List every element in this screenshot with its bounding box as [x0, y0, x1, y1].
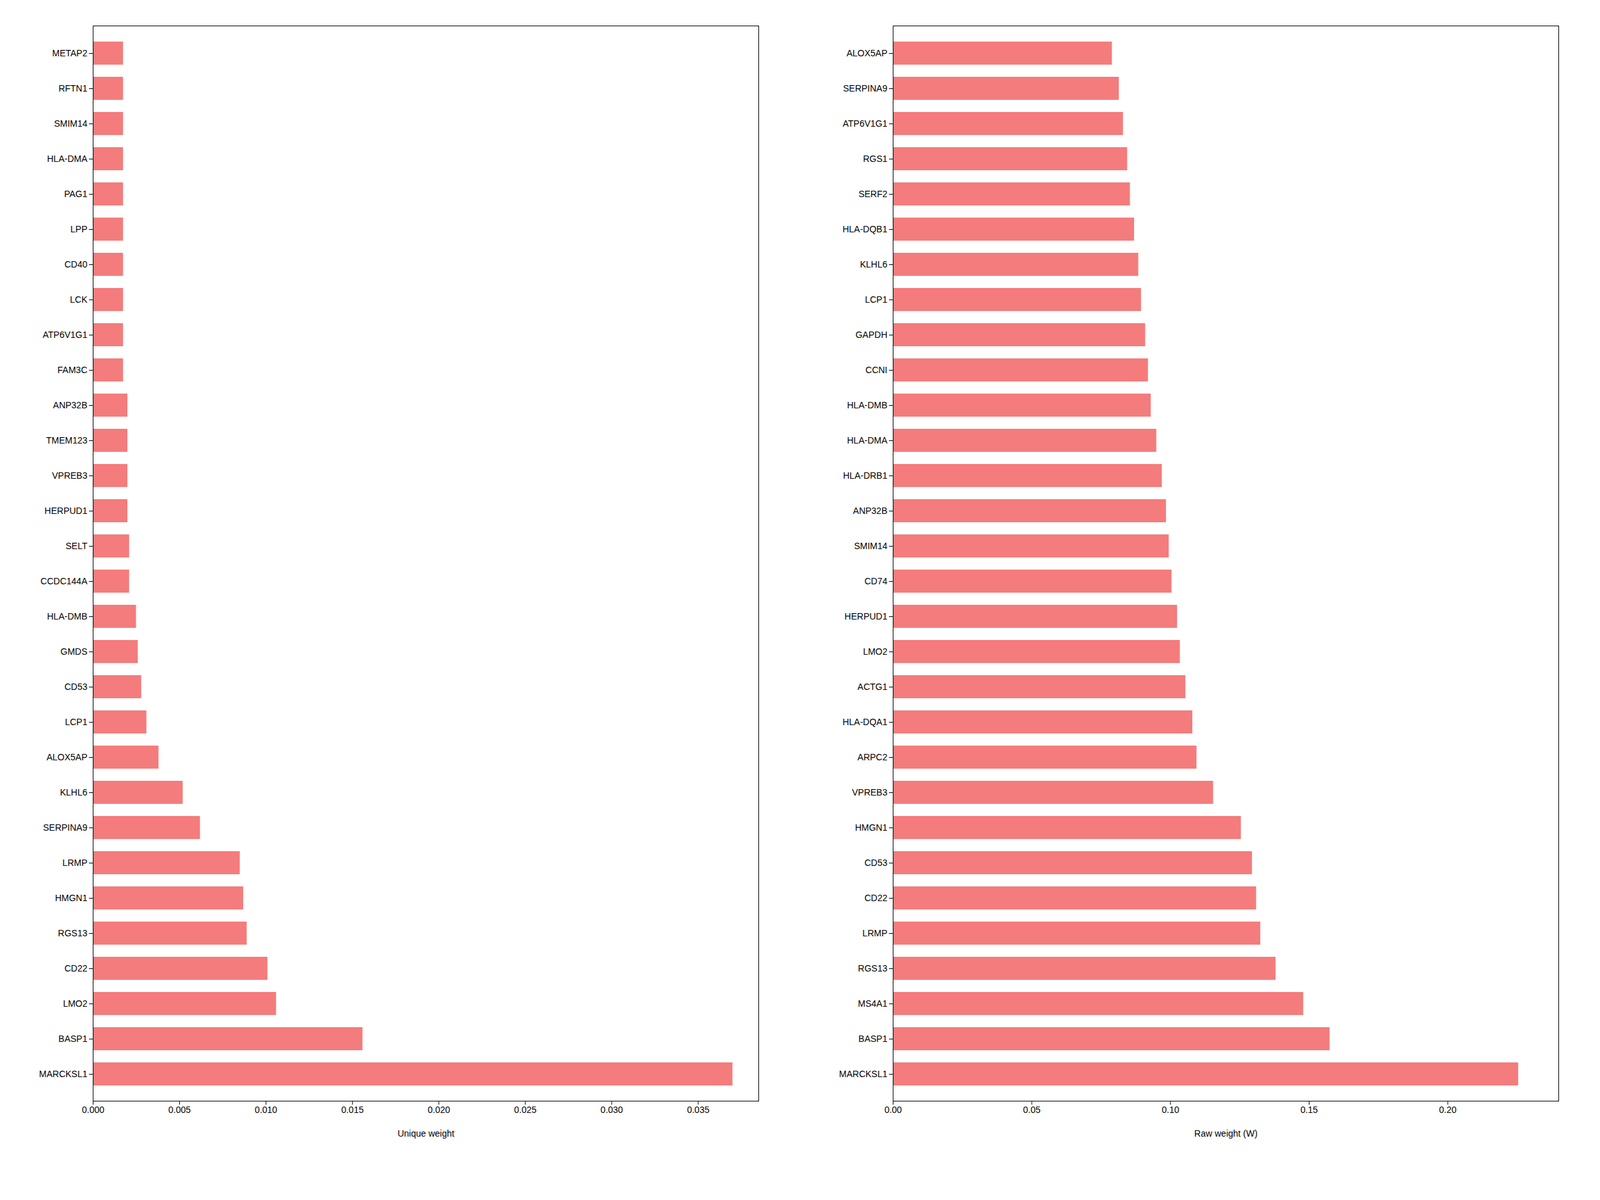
- svg-text:VPREB3: VPREB3: [51, 470, 88, 481]
- svg-text:CCNI: CCNI: [865, 364, 888, 376]
- svg-text:CCDC144A: CCDC144A: [40, 576, 88, 587]
- svg-text:0.000: 0.000: [81, 1104, 105, 1115]
- svg-text:0.20: 0.20: [1439, 1104, 1457, 1115]
- svg-text:ATP6V1G1: ATP6V1G1: [42, 329, 88, 340]
- svg-text:0.030: 0.030: [600, 1104, 623, 1115]
- svg-text:HMGN1: HMGN1: [855, 822, 888, 833]
- svg-text:LMO2: LMO2: [62, 998, 88, 1009]
- svg-text:VPREB3: VPREB3: [851, 787, 888, 798]
- svg-text:CD53: CD53: [64, 681, 88, 692]
- svg-text:ALOX5AP: ALOX5AP: [46, 752, 88, 763]
- svg-text:CD22: CD22: [64, 963, 88, 974]
- svg-text:ALOX5AP: ALOX5AP: [846, 48, 888, 59]
- svg-text:CD22: CD22: [864, 892, 888, 904]
- svg-text:HLA-DQB1: HLA-DQB1: [842, 224, 888, 235]
- svg-text:0.05: 0.05: [1023, 1104, 1041, 1115]
- svg-text:ANP32B: ANP32B: [53, 400, 88, 411]
- svg-text:PAG1: PAG1: [64, 188, 88, 200]
- svg-text:0.020: 0.020: [427, 1104, 450, 1115]
- svg-text:HLA-DRB1: HLA-DRB1: [842, 470, 888, 481]
- svg-text:0.015: 0.015: [341, 1104, 364, 1115]
- svg-text:HLA-DMA: HLA-DMA: [46, 153, 88, 164]
- svg-text:MS4A1: MS4A1: [858, 998, 888, 1009]
- svg-text:SMIM14: SMIM14: [53, 118, 88, 129]
- svg-text:CD74: CD74: [864, 576, 888, 587]
- svg-text:TMEM123: TMEM123: [46, 435, 88, 446]
- svg-text:HLA-DMB: HLA-DMB: [46, 611, 88, 622]
- svg-text:ANP32B: ANP32B: [853, 505, 888, 516]
- svg-text:ATP6V1G1: ATP6V1G1: [842, 118, 888, 129]
- svg-text:KLHL6: KLHL6: [60, 787, 88, 798]
- svg-text:HLA-DQA1: HLA-DQA1: [842, 716, 888, 728]
- svg-text:LRMP: LRMP: [862, 928, 888, 939]
- svg-text:MARCKSL1: MARCKSL1: [839, 1068, 888, 1080]
- svg-text:LPP: LPP: [70, 224, 88, 235]
- svg-text:HLA-DMA: HLA-DMA: [846, 435, 888, 446]
- svg-text:0.15: 0.15: [1300, 1104, 1318, 1115]
- svg-text:HERPUD1: HERPUD1: [844, 611, 888, 622]
- svg-text:LRMP: LRMP: [62, 857, 88, 868]
- svg-text:HERPUD1: HERPUD1: [44, 505, 88, 516]
- svg-text:BASP1: BASP1: [858, 1033, 888, 1044]
- svg-text:0.010: 0.010: [254, 1104, 278, 1115]
- svg-text:SMIM14: SMIM14: [853, 540, 888, 552]
- svg-text:RGS13: RGS13: [58, 928, 88, 939]
- svg-text:KLHL6: KLHL6: [860, 259, 888, 270]
- svg-text:RFTN1: RFTN1: [58, 83, 88, 94]
- svg-text:LMO2: LMO2: [862, 646, 888, 657]
- svg-text:0.10: 0.10: [1161, 1104, 1179, 1115]
- svg-text:GMDS: GMDS: [60, 646, 88, 657]
- svg-text:CD40: CD40: [64, 259, 88, 270]
- svg-text:SELT: SELT: [65, 540, 88, 552]
- svg-text:LCK: LCK: [69, 294, 88, 305]
- svg-text:0.025: 0.025: [513, 1104, 537, 1115]
- svg-text:GAPDH: GAPDH: [855, 329, 888, 340]
- svg-text:SERF2: SERF2: [858, 188, 888, 200]
- svg-text:RGS1: RGS1: [862, 153, 888, 164]
- svg-text:FAM3C: FAM3C: [57, 364, 88, 376]
- svg-text:0.035: 0.035: [686, 1104, 710, 1115]
- svg-text:ACTG1: ACTG1: [857, 681, 888, 692]
- svg-text:ARPC2: ARPC2: [857, 752, 888, 763]
- svg-text:0.005: 0.005: [168, 1104, 191, 1115]
- svg-text:CD53: CD53: [864, 857, 888, 868]
- svg-text:RGS13: RGS13: [858, 963, 888, 974]
- svg-text:SERPINA9: SERPINA9: [842, 83, 888, 94]
- svg-text:Raw weight (W): Raw weight (W): [1194, 1128, 1258, 1139]
- svg-text:HMGN1: HMGN1: [55, 892, 88, 904]
- svg-text:HLA-DMB: HLA-DMB: [846, 400, 888, 411]
- svg-text:BASP1: BASP1: [58, 1033, 88, 1044]
- svg-text:LCP1: LCP1: [864, 294, 888, 305]
- svg-text:Unique weight: Unique weight: [397, 1128, 455, 1139]
- svg-text:MARCKSL1: MARCKSL1: [39, 1068, 88, 1080]
- svg-text:LCP1: LCP1: [64, 716, 88, 728]
- svg-text:SERPINA9: SERPINA9: [42, 822, 88, 833]
- svg-text:0.00: 0.00: [884, 1104, 902, 1115]
- svg-text:METAP2: METAP2: [52, 48, 88, 59]
